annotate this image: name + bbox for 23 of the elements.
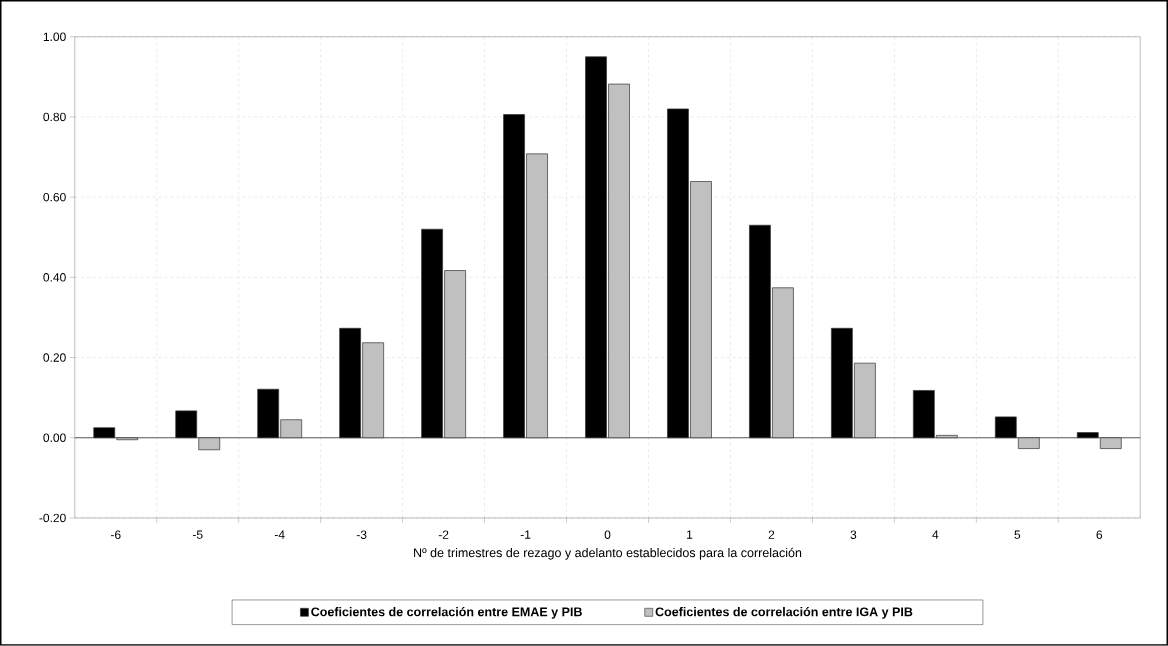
y-tick-label: 0.60 — [43, 193, 66, 202]
y-tick-label: 0.80 — [43, 112, 66, 122]
legend-label: Coeficientes de correlación entre EMAE y PIB — [311, 607, 582, 619]
y-tick-label: 0.00 — [43, 433, 66, 443]
x-tick-label: 0 — [604, 530, 611, 540]
legend-label: Coeficientes de correlación entre IGA y PIB — [655, 607, 913, 619]
x-tick-label: -1 — [520, 530, 531, 539]
x-tick-label: -2 — [438, 530, 449, 539]
x-tick-label: 1 — [687, 530, 693, 539]
x-tick-label: 5 — [1014, 530, 1021, 539]
y-tick-label: 0.40 — [43, 273, 66, 282]
x-tick-label: -6 — [110, 530, 121, 540]
y-tick-label: 0.20 — [43, 353, 66, 362]
x-tick-label: 3 — [850, 530, 857, 540]
x-tick-label: -4 — [274, 530, 285, 539]
x-axis-title: Nº de trimestres de rezago y adelanto establecidos para la correlación — [414, 547, 802, 560]
x-tick-label: 6 — [1096, 530, 1103, 540]
x-tick-label: -3 — [356, 530, 367, 540]
y-tick-label: 1.00 — [43, 32, 66, 42]
y-tick-label: -0.20 — [39, 513, 66, 523]
x-tick-label: -5 — [192, 530, 203, 539]
x-tick-label: 2 — [768, 530, 775, 539]
x-tick-label: 4 — [932, 530, 939, 539]
